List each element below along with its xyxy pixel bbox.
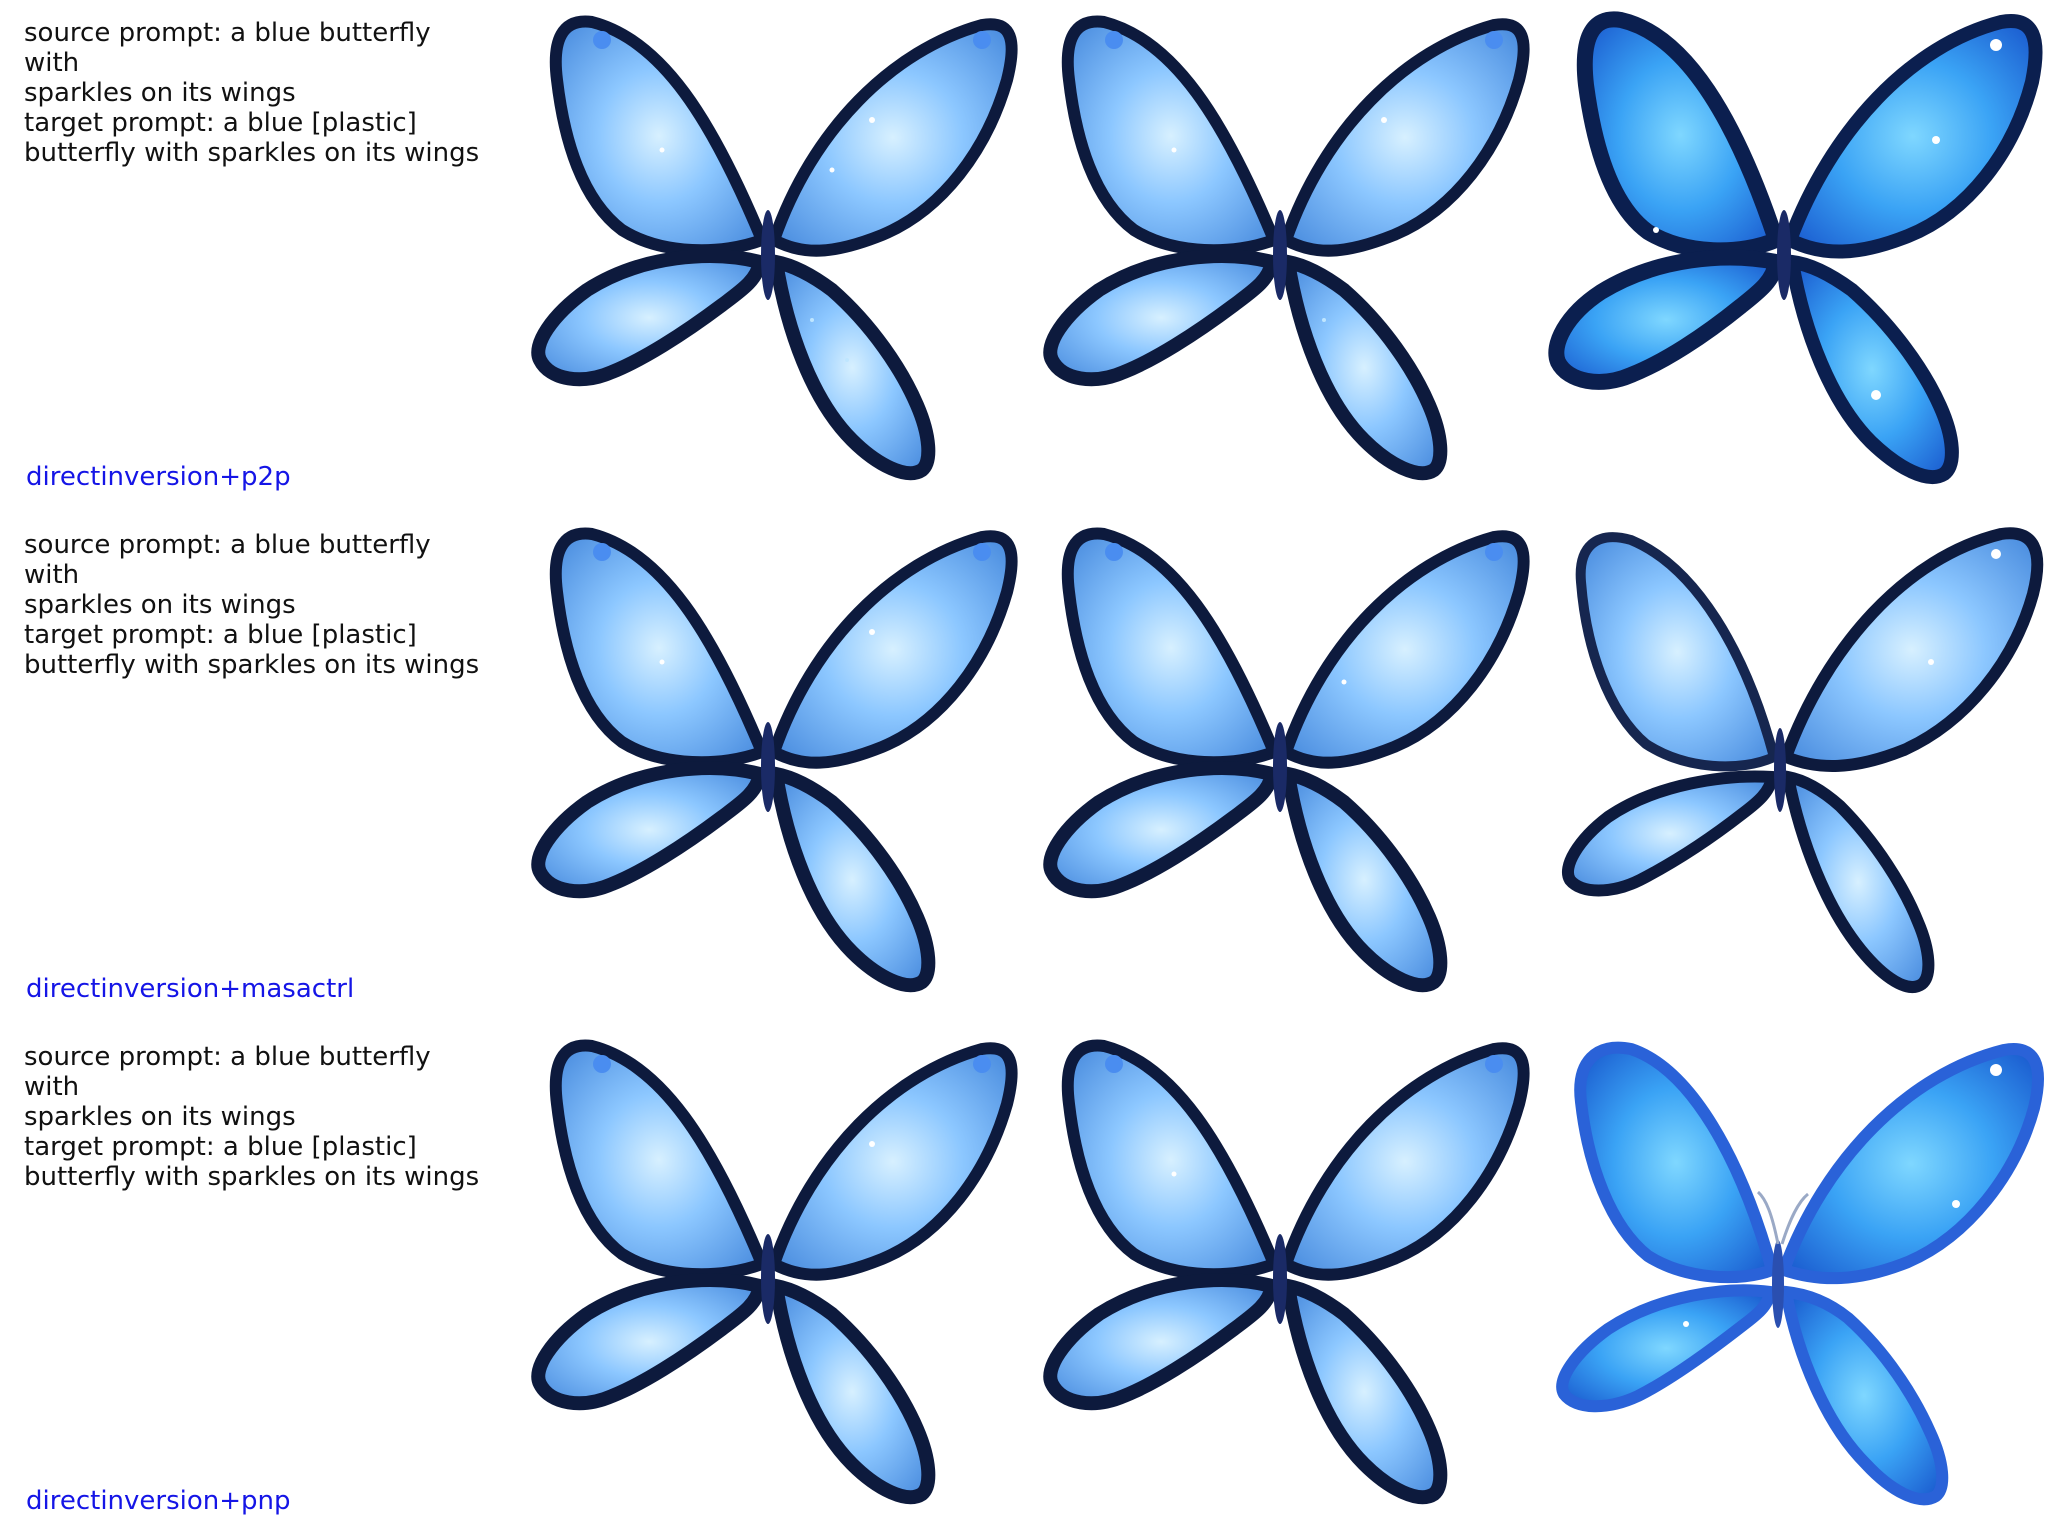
butterfly-image [531, 1039, 1018, 1505]
target-prompt-line: target prompt: a blue [plastic] [24, 1132, 417, 1162]
comparison-row: source prompt: a blue butterfly with spa… [0, 1024, 2048, 1536]
source-prompt-line: sparkles on its wings [24, 590, 296, 620]
method-label: directinversion+masactrl [26, 974, 355, 1004]
prompt-caption: source prompt: a blue butterfly with spa… [24, 1042, 494, 1192]
source-prompt-line: sparkles on its wings [24, 1102, 296, 1132]
reconstruction-image [1024, 1024, 1536, 1536]
reconstruction-image [1024, 0, 1536, 512]
edited-image [1536, 512, 2048, 1024]
method-label: directinversion+pnp [26, 1486, 291, 1516]
butterfly-image [1043, 527, 1530, 993]
source-image [512, 0, 1024, 512]
reconstruction-image [1024, 512, 1536, 1024]
butterfly-image [531, 15, 1018, 481]
target-prompt-line: butterfly with sparkles on its wings [24, 138, 480, 168]
comparison-row: source prompt: a blue butterfly with spa… [0, 512, 2048, 1024]
comparison-row: source prompt: a blue butterfly with spa… [0, 0, 2048, 512]
butterfly-image [1562, 527, 2044, 993]
prompt-caption: source prompt: a blue butterfly with spa… [24, 18, 494, 168]
source-prompt-line: sparkles on its wings [24, 78, 296, 108]
butterfly-image [1556, 1041, 2044, 1506]
target-prompt-line: butterfly with sparkles on its wings [24, 650, 480, 680]
target-prompt-line: target prompt: a blue [plastic] [24, 620, 417, 650]
edited-image [1536, 1024, 2048, 1536]
butterfly-image [1043, 1039, 1530, 1505]
target-prompt-line: butterfly with sparkles on its wings [24, 1162, 480, 1192]
butterfly-image [531, 527, 1018, 993]
source-image [512, 1024, 1024, 1536]
source-prompt-line: source prompt: a blue butterfly with [24, 1042, 431, 1102]
method-label: directinversion+p2p [26, 462, 291, 492]
target-prompt-line: target prompt: a blue [plastic] [24, 108, 417, 138]
source-prompt-line: source prompt: a blue butterfly with [24, 18, 431, 78]
butterfly-image [1548, 11, 2043, 484]
source-prompt-line: source prompt: a blue butterfly with [24, 530, 431, 590]
butterfly-image [1043, 15, 1530, 481]
edited-image [1536, 0, 2048, 512]
prompt-caption: source prompt: a blue butterfly with spa… [24, 530, 494, 680]
source-image [512, 512, 1024, 1024]
